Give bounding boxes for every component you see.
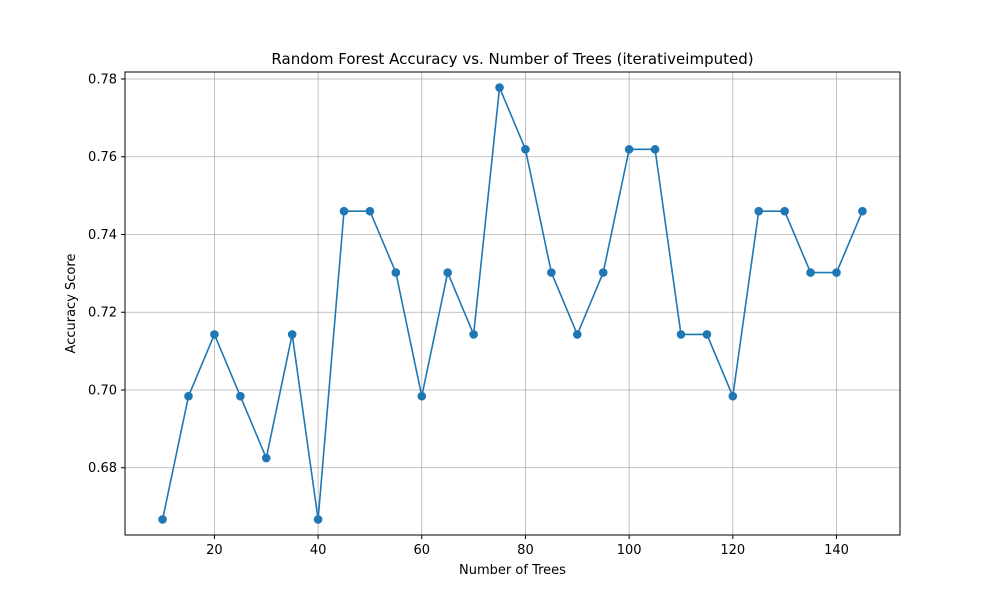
x-tick-label: 40 <box>310 543 327 558</box>
data-point <box>858 206 867 216</box>
data-point <box>650 145 660 154</box>
series-line <box>161 86 864 521</box>
x-tick-label: 120 <box>720 543 745 558</box>
x-tick-label: 100 <box>617 543 642 558</box>
data-point <box>806 268 815 277</box>
data-point <box>391 268 401 277</box>
x-tick-label: 140 <box>824 543 849 558</box>
data-point <box>572 330 582 339</box>
y-axis-label: Accuracy Score <box>64 254 79 354</box>
data-point <box>547 268 556 277</box>
chart-title: Random Forest Accuracy vs. Number of Tre… <box>271 50 753 68</box>
data-point <box>287 330 297 339</box>
data-point <box>780 206 789 216</box>
data-point <box>443 268 453 277</box>
gridlines <box>125 72 900 535</box>
data-point <box>158 515 167 524</box>
data-point <box>832 268 841 277</box>
data-series <box>158 83 867 524</box>
data-point <box>521 145 530 154</box>
data-point <box>417 391 427 401</box>
data-point <box>702 330 712 339</box>
data-point <box>339 206 349 216</box>
x-tick-label: 60 <box>414 543 431 558</box>
y-tick-label: 0.70 <box>88 383 117 398</box>
data-point <box>624 145 634 154</box>
x-tick-label: 80 <box>517 543 534 558</box>
data-point <box>495 83 504 92</box>
data-point <box>313 515 323 524</box>
y-tick-label: 0.78 <box>88 72 117 87</box>
data-point <box>184 391 193 401</box>
data-point <box>676 330 686 339</box>
plot-frame <box>124 71 901 536</box>
data-point <box>210 330 219 339</box>
y-axis-ticks: 0.68 0.70 0.72 0.74 0.76 0.78 <box>88 72 125 476</box>
y-tick-label: 0.74 <box>88 228 117 243</box>
x-tick-label: 20 <box>206 543 223 558</box>
data-point <box>598 268 608 277</box>
y-tick-label: 0.68 <box>88 461 117 476</box>
data-point <box>261 453 271 463</box>
y-tick-label: 0.72 <box>88 306 117 321</box>
x-axis-ticks: 20 40 60 80 100 120 140 <box>206 535 849 558</box>
data-point <box>469 330 478 339</box>
x-axis-label: Number of Trees <box>459 563 566 578</box>
data-point <box>728 391 738 401</box>
data-point <box>236 391 245 401</box>
data-point <box>365 206 375 216</box>
y-tick-label: 0.76 <box>88 150 117 165</box>
data-point <box>754 206 764 216</box>
